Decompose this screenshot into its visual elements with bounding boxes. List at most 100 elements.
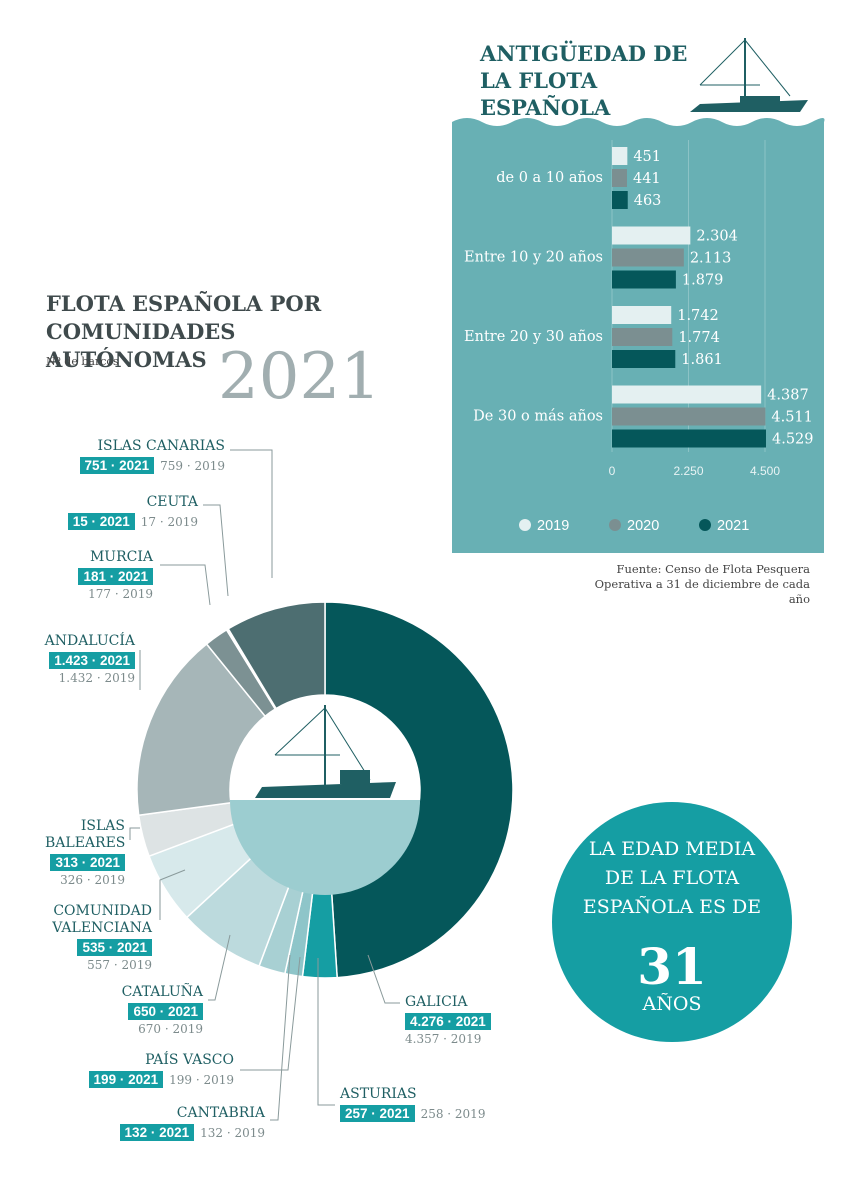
region-name: CEUTA — [146, 494, 198, 510]
value-label: 451 — [633, 149, 661, 165]
value-2019: 1.432 · 2019 — [58, 671, 135, 685]
bar — [612, 407, 766, 426]
leader-line — [270, 954, 291, 1121]
label-row: 15 · 2021 17 · 2019 — [67, 513, 198, 530]
bar — [612, 385, 762, 404]
callout-circle — [552, 802, 792, 1042]
region-label: CATALUÑA 650 · 2021 670 · 2019 — [122, 984, 203, 1036]
donut-chart — [136, 601, 514, 979]
value-label: 1.774 — [678, 330, 720, 346]
region-label: PAÍS VASCO 199 · 2021 199 · 2019 — [88, 1052, 234, 1088]
source-note: Fuente: Censo de Flota Pesquera Operativ… — [594, 562, 810, 606]
water — [230, 800, 420, 895]
region-label: ASTURIAS 257 · 2021 258 · 2019 — [340, 1086, 485, 1122]
value-label: 4.529 — [772, 432, 814, 448]
x-tick-label: 2.250 — [673, 464, 703, 478]
region-name: ASTURIAS — [340, 1086, 417, 1102]
value-2021: 313 · 2021 — [50, 854, 125, 871]
value-2019: 258 · 2019 — [420, 1106, 486, 1121]
leader-line — [203, 504, 229, 597]
bar — [612, 429, 766, 448]
value-label: 1.861 — [681, 352, 723, 368]
region-name: GALICIA — [405, 994, 468, 1010]
region-name: PAÍS VASCO — [145, 1052, 234, 1068]
category-label: De 30 o más años — [473, 409, 603, 425]
bar — [612, 270, 676, 289]
callout-value: 31 — [637, 937, 707, 996]
value-2019: 177 · 2019 — [88, 587, 153, 601]
leader-line — [159, 869, 186, 920]
label-row: 1.423 · 2021 — [49, 652, 135, 669]
value-2021: 15 · 2021 — [67, 513, 135, 530]
label-row: 650 · 2021 — [128, 1003, 203, 1020]
value-label: 4.511 — [771, 410, 813, 426]
region-name: MURCIA — [89, 549, 153, 565]
region-name: ANDALUCÍA — [44, 633, 135, 649]
leader-line — [317, 958, 335, 1106]
bar — [612, 328, 673, 346]
bar — [612, 147, 628, 165]
category-label: de 0 a 10 años — [496, 170, 603, 186]
legend-label: 2021 — [717, 518, 749, 534]
bar — [612, 306, 672, 324]
leader-line — [160, 564, 211, 606]
region-name: CATALUÑA — [121, 984, 203, 1000]
value-2019: 557 · 2019 — [87, 958, 152, 972]
value-label: 463 — [634, 193, 662, 209]
legend-marker — [699, 519, 711, 531]
value-label: 2.113 — [690, 251, 732, 267]
x-tick-label: 0 — [609, 464, 616, 478]
region-label: GALICIA 4.276 · 2021 4.357 · 2019 — [405, 994, 491, 1046]
label-row: 132 · 2021 132 · 2019 — [119, 1124, 265, 1141]
label-row: 751 · 2021 759 · 2019 — [79, 457, 225, 474]
legend-label: 2019 — [537, 518, 569, 534]
label-row: 313 · 2021 — [50, 854, 125, 871]
region-label: ISLAS BALEARES 313 · 2021 326 · 2019 — [45, 818, 125, 887]
region-label: CEUTA 15 · 2021 17 · 2019 — [67, 494, 198, 530]
label-row: 4.276 · 2021 — [405, 1013, 491, 1030]
region-name: CANTABRIA — [176, 1105, 265, 1121]
region-label: COMUNIDAD VALENCIANA 535 · 2021 557 · 2019 — [42, 903, 152, 972]
label-row: 181 · 2021 — [78, 568, 153, 585]
value-label: 2.304 — [696, 229, 738, 245]
leader-line — [230, 449, 273, 578]
callout-unit: AÑOS — [642, 993, 702, 1015]
value-2021: 199 · 2021 — [88, 1071, 164, 1088]
region-label: ANDALUCÍA 1.423 · 2021 1.432 · 2019 — [45, 633, 135, 685]
region-label: MURCIA 181 · 2021 177 · 2019 — [78, 549, 153, 601]
label-row: 199 · 2021 199 · 2019 — [88, 1071, 234, 1088]
leader-line — [208, 934, 231, 1001]
value-2019: 759 · 2019 — [160, 458, 225, 473]
bar — [612, 350, 676, 368]
bar-title: ANTIGÜEDAD DE LA FLOTA ESPAÑOLA — [480, 41, 688, 120]
legend-marker — [609, 519, 621, 531]
value-2021: 132 · 2021 — [119, 1124, 195, 1141]
leader-line — [129, 827, 140, 840]
category-label: Entre 20 y 30 años — [464, 329, 603, 345]
donut-subtitle: Nº de barcos — [46, 355, 119, 368]
bar — [612, 248, 684, 267]
leader-line — [367, 954, 400, 1004]
value-2019: 670 · 2019 — [138, 1022, 203, 1036]
value-2019: 326 · 2019 — [60, 873, 125, 887]
value-2021: 535 · 2021 — [77, 939, 152, 956]
label-row: 257 · 2021 258 · 2019 — [340, 1105, 485, 1122]
value-2021: 181 · 2021 — [78, 568, 153, 585]
region-name: COMUNIDAD VALENCIANA — [52, 903, 152, 936]
value-2021: 257 · 2021 — [340, 1105, 415, 1122]
value-label: 4.387 — [767, 388, 809, 404]
category-label: Entre 10 y 20 años — [464, 250, 603, 266]
leader-line — [240, 956, 301, 1071]
bar — [612, 169, 627, 187]
region-label: CANTABRIA 132 · 2021 132 · 2019 — [119, 1105, 265, 1141]
donut-title: FLOTA ESPAÑOLA POR COMUNIDADES AUTÓNOMAS — [46, 291, 322, 372]
x-tick-label: 4.500 — [750, 464, 780, 478]
value-2021: 4.276 · 2021 — [405, 1013, 491, 1030]
region-name: ISLAS BALEARES — [45, 818, 126, 851]
bar — [612, 226, 691, 245]
callout-text: LA EDAD MEDIA DE LA FLOTA ESPAÑOLA ES DE — [582, 838, 762, 918]
boat-icon — [690, 38, 808, 112]
value-2019: 17 · 2019 — [140, 514, 198, 529]
